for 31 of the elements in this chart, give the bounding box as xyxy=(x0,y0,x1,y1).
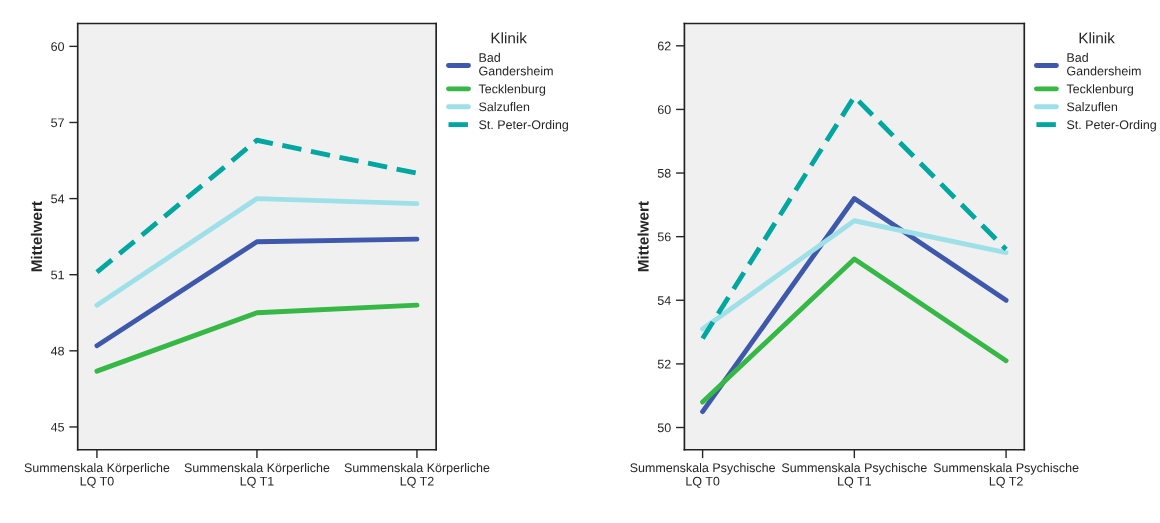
legend-title: Klinik xyxy=(1079,32,1115,44)
y-tick-label: 52 xyxy=(657,359,671,369)
y-axis-title: Mittelwert xyxy=(637,201,649,272)
y-tick-label: 54 xyxy=(51,194,65,204)
legend-label: Salzuflen xyxy=(1067,102,1118,112)
y-tick-label: 51 xyxy=(51,270,64,280)
y-axis-title: Mittelwert xyxy=(30,201,43,272)
y-tick-label: 60 xyxy=(657,105,671,115)
y-tick-label: 54 xyxy=(657,296,671,305)
y-tick-label: 56 xyxy=(657,232,671,242)
x-tick-label: Summenskala Psychische LQ T2 xyxy=(933,462,1079,488)
legend-label: Bad Gandersheim xyxy=(1067,52,1141,76)
y-tick-label: 58 xyxy=(657,168,671,178)
x-tick-label: Summenskala Psychische LQ T1 xyxy=(781,462,927,488)
legend-title: Klinik xyxy=(491,32,527,44)
legend-label: St. Peter-Ording xyxy=(479,119,568,132)
legend-label: Tecklenburg xyxy=(1066,84,1134,96)
legend-label: Tecklenburg xyxy=(478,84,546,96)
x-tick-label: Summenskala Körperliche LQ T0 xyxy=(24,462,170,488)
legend-label: St. Peter-Ording xyxy=(1067,119,1156,132)
y-tick-label: 48 xyxy=(50,346,64,356)
y-tick-label: 62 xyxy=(657,41,671,51)
x-tick-label: Summenskala Psychische LQ T0 xyxy=(630,462,775,488)
y-tick-label: 50 xyxy=(657,423,671,433)
y-tick-label: 45 xyxy=(50,422,64,432)
legend-label: Bad Gandersheim xyxy=(479,52,553,76)
x-tick-label: Summenskala Körperliche LQ T1 xyxy=(184,462,330,488)
legend-label: Salzuflen xyxy=(479,102,530,112)
x-tick-label: Summenskala Körperliche LQ T2 xyxy=(344,462,490,488)
y-tick-label: 60 xyxy=(51,42,65,52)
y-tick-label: 57 xyxy=(51,118,64,128)
